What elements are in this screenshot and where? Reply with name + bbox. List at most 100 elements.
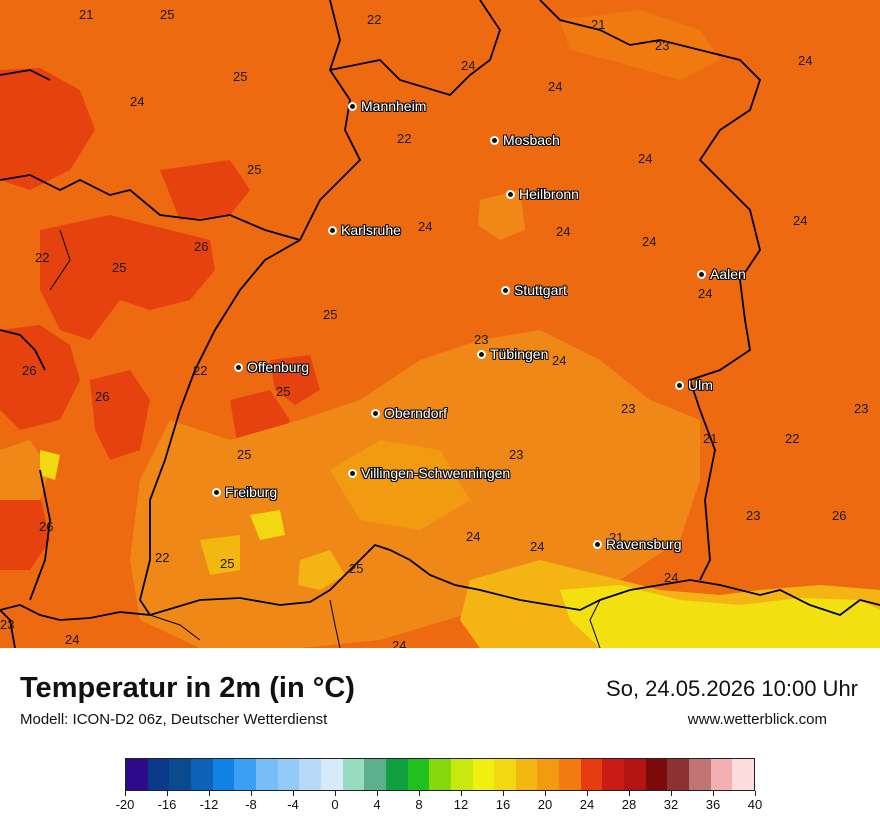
color-scale-segment bbox=[147, 759, 170, 790]
temp-value: 24 bbox=[556, 224, 571, 239]
color-scale-segment bbox=[732, 759, 755, 790]
hot-area bbox=[0, 495, 50, 570]
color-scale-segment bbox=[689, 759, 711, 790]
temp-value: 21 bbox=[79, 7, 94, 22]
color-scale-label: -4 bbox=[287, 797, 299, 812]
warm-area bbox=[0, 440, 50, 500]
city-stuttgart: Stuttgart bbox=[501, 282, 567, 298]
color-scale-tick bbox=[545, 791, 546, 796]
temp-value: 25 bbox=[237, 447, 252, 462]
city-marker-icon bbox=[371, 408, 380, 418]
color-scale-segment bbox=[624, 759, 646, 790]
color-scale-segment bbox=[169, 759, 191, 790]
color-scale-label: 16 bbox=[495, 797, 511, 812]
temp-value: 26 bbox=[95, 389, 110, 404]
color-scale-segment bbox=[190, 759, 213, 790]
city-mosbach: Mosbach bbox=[490, 132, 560, 148]
temp-value: 23 bbox=[655, 38, 670, 53]
color-scale-tick bbox=[755, 791, 756, 796]
color-scale-segment bbox=[580, 759, 603, 790]
color-scale-segment bbox=[559, 759, 581, 790]
color-scale-segment bbox=[255, 759, 278, 790]
color-scale-label: 12 bbox=[453, 797, 469, 812]
state-border bbox=[0, 174, 301, 241]
temp-value: 25 bbox=[233, 69, 248, 84]
city-marker-icon bbox=[348, 468, 357, 478]
website-link[interactable]: www.wetterblick.com bbox=[687, 711, 827, 728]
state-border bbox=[0, 329, 46, 371]
city-mannheim: Mannheim bbox=[348, 98, 426, 114]
city-tuebingen: Tübingen bbox=[477, 346, 548, 362]
color-scale-segment bbox=[342, 759, 365, 790]
color-scale-tick bbox=[503, 791, 504, 796]
temp-value: 25 bbox=[247, 162, 262, 177]
color-scale-tick bbox=[587, 791, 588, 796]
color-scale-label: -16 bbox=[157, 797, 177, 812]
state-border bbox=[329, 0, 501, 97]
temp-value: 25 bbox=[160, 7, 175, 22]
color-scale-tick bbox=[377, 791, 378, 796]
color-scale-segment bbox=[537, 759, 560, 790]
hot-area bbox=[90, 370, 150, 460]
temp-value: 25 bbox=[112, 260, 127, 275]
city-marker-icon bbox=[212, 487, 221, 497]
color-scale-segment bbox=[667, 759, 690, 790]
temp-value: 26 bbox=[39, 519, 54, 534]
temp-value: 22 bbox=[35, 250, 50, 265]
temp-value: 24 bbox=[642, 234, 657, 249]
color-scale-tick bbox=[167, 791, 168, 796]
city-marker-icon bbox=[234, 362, 243, 372]
color-scale-label: 4 bbox=[373, 797, 381, 812]
temp-value: 22 bbox=[785, 431, 800, 446]
city-aalen: Aalen bbox=[697, 266, 746, 282]
color-scale-label: 36 bbox=[705, 797, 721, 812]
temp-value: 23 bbox=[621, 401, 636, 416]
temp-value: 24 bbox=[548, 79, 563, 94]
city-villingen-schwenningen: Villingen-Schwenningen bbox=[348, 465, 510, 481]
color-scale-segment bbox=[407, 759, 430, 790]
color-scale-label: 24 bbox=[579, 797, 595, 812]
temp-value: 21 bbox=[591, 17, 606, 32]
city-marker-icon bbox=[675, 380, 684, 390]
mild-area bbox=[298, 550, 345, 590]
hot-area bbox=[270, 355, 320, 405]
city-karlsruhe: Karlsruhe bbox=[328, 222, 401, 238]
temp-value: 21 bbox=[609, 530, 624, 545]
color-scale-segment bbox=[277, 759, 300, 790]
map-title: Temperatur in 2m (in °C) bbox=[20, 672, 355, 704]
model-info: Modell: ICON-D2 06z, Deutscher Wetterdie… bbox=[20, 711, 328, 728]
temp-value: 22 bbox=[155, 550, 170, 565]
color-scale-segment bbox=[234, 759, 256, 790]
city-marker-icon bbox=[506, 189, 515, 199]
state-border bbox=[139, 0, 362, 616]
hot-area bbox=[0, 325, 80, 430]
city-oberndorf: Oberndorf bbox=[371, 405, 447, 421]
color-scale-ticks: -20 -16 -12 -8 -4 0 4 8 12 16 20 24 28 32 36 40 bbox=[116, 791, 762, 821]
temp-value: 24 bbox=[418, 219, 433, 234]
temp-value: 24 bbox=[552, 353, 567, 368]
color-scale-label: 28 bbox=[621, 797, 637, 812]
city-freiburg: Freiburg bbox=[212, 484, 277, 500]
color-scale-tick bbox=[713, 791, 714, 796]
color-scale-segment bbox=[429, 759, 451, 790]
temp-value: 23 bbox=[746, 508, 761, 523]
temp-value: 23 bbox=[474, 332, 489, 347]
temp-value: 22 bbox=[397, 131, 412, 146]
temp-value: 23 bbox=[509, 447, 524, 462]
color-scale-tick bbox=[461, 791, 462, 796]
city-marker-icon bbox=[593, 539, 602, 549]
map-footer: Temperatur in 2m (in °C) Modell: ICON-D2… bbox=[0, 648, 880, 830]
hot-area bbox=[0, 68, 95, 190]
temp-value: 24 bbox=[638, 151, 653, 166]
color-scale-segment bbox=[710, 759, 733, 790]
color-scale-segment bbox=[364, 759, 386, 790]
color-scale-label: 8 bbox=[415, 797, 423, 812]
city-marker-icon bbox=[697, 269, 706, 279]
country-border bbox=[0, 609, 16, 648]
color-scale-tick bbox=[419, 791, 420, 796]
city-ulm: Ulm bbox=[675, 377, 713, 393]
warm-area bbox=[560, 10, 720, 80]
temp-value: 24 bbox=[466, 529, 481, 544]
color-scale-label: -12 bbox=[199, 797, 219, 812]
map-layers bbox=[0, 0, 880, 648]
